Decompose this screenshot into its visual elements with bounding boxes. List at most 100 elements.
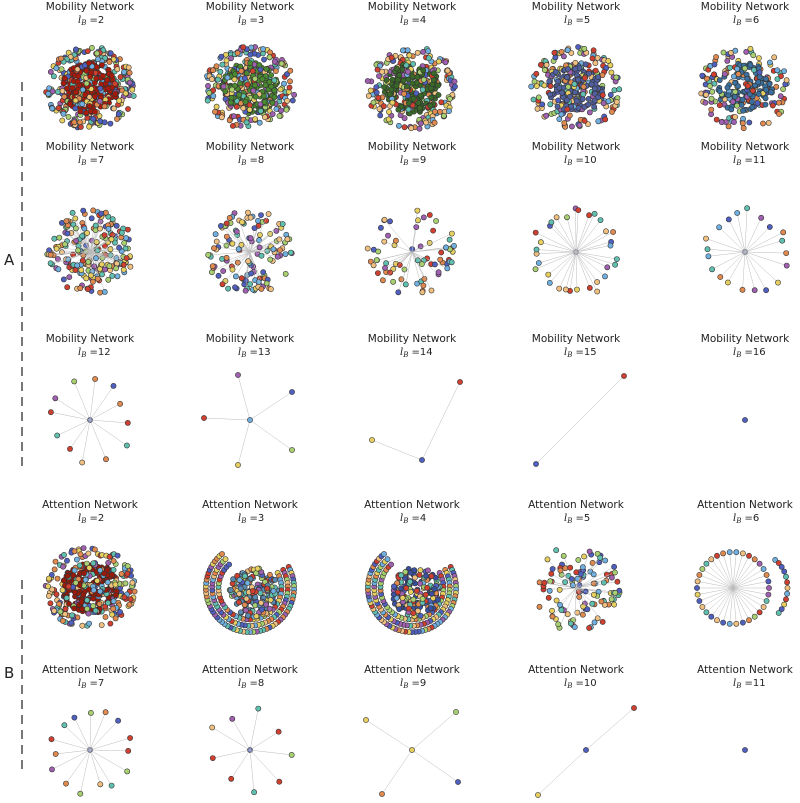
network-node (374, 270, 381, 276)
network-node (106, 59, 113, 65)
network-node (78, 599, 85, 606)
network-node (51, 608, 57, 614)
network-node (430, 70, 437, 77)
network-node (118, 571, 125, 577)
network-node (74, 66, 81, 73)
network-node (127, 735, 134, 741)
network-edge (212, 749, 251, 759)
network-node (105, 276, 112, 283)
network-node (703, 91, 709, 98)
network-node (101, 232, 108, 238)
panel-title: Mobility Network (701, 333, 790, 345)
network-node (214, 76, 221, 83)
network-node (387, 218, 393, 225)
network-node (733, 549, 740, 556)
network-node (448, 230, 455, 237)
network-node (363, 717, 369, 723)
network-edge (575, 251, 591, 288)
network-node (103, 456, 109, 463)
network-node (717, 274, 724, 280)
network-node (760, 120, 766, 127)
network-node (401, 124, 408, 131)
network-node (52, 558, 59, 565)
network-node (732, 93, 738, 100)
network-panel: Mobility Network lB =10 (532, 141, 621, 295)
network-node (230, 576, 236, 583)
network-node (749, 98, 755, 105)
network-node (395, 106, 402, 113)
network-node (129, 579, 136, 586)
network-node (271, 94, 278, 101)
network-node (367, 87, 374, 94)
network-node (74, 556, 80, 563)
network-node (204, 97, 211, 104)
network-node (62, 611, 68, 618)
panel-subtitle: lB =10 (564, 678, 597, 690)
network-node (210, 93, 217, 99)
network-node (211, 245, 217, 252)
network-node (225, 285, 231, 292)
network-node (703, 560, 710, 567)
network-node (116, 97, 122, 104)
network-node (222, 556, 229, 563)
network-node (783, 250, 790, 256)
network-node (592, 60, 599, 66)
network-node (266, 54, 273, 61)
network-edge (411, 711, 457, 751)
network-node (257, 66, 264, 73)
network-node (420, 214, 427, 221)
network-node (124, 419, 131, 426)
network-node (282, 251, 289, 257)
network-node (222, 88, 229, 95)
network-node (228, 775, 235, 782)
network-node (92, 222, 99, 229)
network-node (377, 224, 384, 231)
network-node (417, 580, 423, 587)
network-node (740, 125, 747, 132)
network-panel: Mobility Network lB =2 (43, 1, 137, 131)
network-node (109, 216, 116, 223)
network-node (83, 275, 90, 282)
network-node (94, 50, 100, 57)
network-node (586, 548, 593, 555)
network-node (541, 67, 548, 73)
network-node (114, 260, 120, 267)
network-node (566, 112, 573, 119)
network-node (546, 587, 553, 594)
network-node (621, 373, 627, 379)
network-node (258, 286, 265, 292)
network-node (223, 220, 230, 227)
network-node (97, 289, 103, 296)
network-node (451, 78, 458, 85)
network-node (567, 564, 574, 571)
network-node (401, 91, 407, 97)
network-node (127, 263, 134, 270)
network-node (86, 103, 93, 109)
network-node (106, 263, 113, 269)
network-node (217, 68, 224, 75)
network-node (556, 84, 563, 91)
network-node (73, 225, 79, 232)
network-node (209, 755, 216, 761)
network-node (271, 77, 278, 84)
network-node (612, 590, 619, 596)
network-node (90, 587, 97, 593)
network-node (85, 258, 92, 265)
network-node (251, 225, 258, 231)
network-node (104, 77, 111, 83)
network-node (694, 578, 701, 585)
network-node (86, 60, 92, 66)
network-node (586, 212, 592, 219)
network-node (580, 91, 587, 98)
network-node (783, 262, 790, 269)
network-edge (548, 251, 577, 275)
network-node (67, 445, 73, 452)
network-node (549, 566, 556, 572)
network-node (72, 97, 79, 104)
network-node (403, 62, 410, 69)
network-node (603, 228, 609, 235)
network-node (279, 221, 286, 227)
network-node (538, 239, 544, 246)
network-node (538, 61, 544, 68)
network-node (256, 244, 263, 251)
